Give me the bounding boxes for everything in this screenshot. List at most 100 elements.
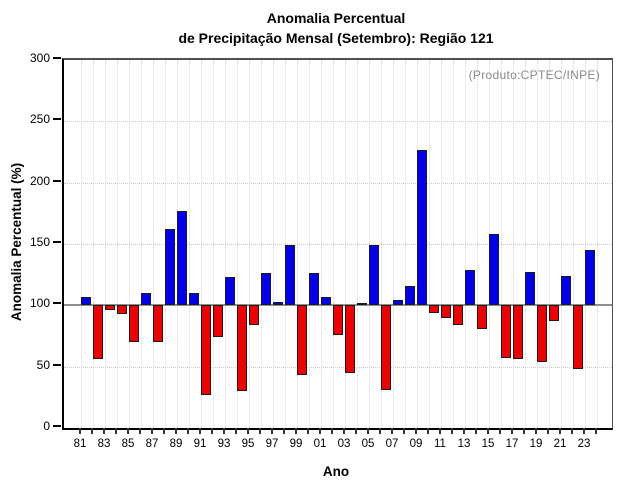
x-tick-label-1997: 97 <box>265 438 279 450</box>
y-tick-250 <box>53 118 61 121</box>
bar-1986 <box>141 293 151 306</box>
x-tick-label-1989: 89 <box>169 438 183 450</box>
bar-2001 <box>321 296 331 306</box>
x-tick-label-1981: 81 <box>73 438 87 450</box>
bar-1989 <box>177 210 187 306</box>
x-tick-1991 <box>199 428 201 434</box>
x-tick-1987 <box>151 428 153 434</box>
x-tick-1983 <box>103 428 105 434</box>
x-tick-2015 <box>487 428 489 434</box>
bar-1990 <box>189 293 199 306</box>
x-tick-1992 <box>211 428 213 434</box>
bar-2021 <box>561 275 571 306</box>
chart-subtitle: de Precipitação Mensal (Setembro): Regiã… <box>178 30 494 46</box>
bar-2007 <box>393 300 403 306</box>
x-tick-2006 <box>379 428 381 434</box>
y-tick-label-300: 300 <box>29 51 50 65</box>
x-tick-2019 <box>535 428 537 434</box>
bar-2020 <box>549 305 559 322</box>
x-tick-2017 <box>511 428 513 434</box>
y-tick-label-150: 150 <box>29 235 50 249</box>
bar-2014 <box>477 305 487 329</box>
x-tick-label-2009: 09 <box>409 438 423 450</box>
y-tick-150 <box>53 241 61 243</box>
source-annotation: (Produto:CPTEC/INPE) <box>468 68 600 82</box>
bar-2022 <box>573 305 583 370</box>
x-tick-1984 <box>115 428 117 434</box>
chart-title: Anomalia Percentual <box>266 10 406 26</box>
gridline-y-150 <box>64 244 612 245</box>
x-tick-label-1985: 85 <box>121 438 135 450</box>
x-tick-1981 <box>79 428 81 434</box>
bar-1995 <box>249 305 259 325</box>
x-tick-label-2007: 07 <box>385 438 399 450</box>
x-tick-1990 <box>187 428 189 434</box>
y-tick-300 <box>53 57 61 59</box>
x-tick-1997 <box>271 428 273 434</box>
x-tick-2000 <box>307 428 309 434</box>
x-tick-2009 <box>415 428 417 434</box>
bar-2016 <box>501 305 511 359</box>
x-tick-1999 <box>295 428 297 434</box>
x-tick-1994 <box>235 428 237 434</box>
bar-1982 <box>93 305 103 360</box>
x-tick-1995 <box>247 428 249 434</box>
x-tick-2010 <box>427 428 429 434</box>
bar-2015 <box>489 234 499 306</box>
bar-2002 <box>333 305 343 335</box>
y-tick-label-250: 250 <box>29 112 50 127</box>
bar-2018 <box>525 272 535 306</box>
x-axis-title: Ano <box>322 464 350 479</box>
bar-2005 <box>369 245 379 306</box>
x-tick-label-1995: 95 <box>241 438 255 450</box>
x-tick-label-1983: 83 <box>97 438 111 450</box>
bar-1983 <box>105 305 115 311</box>
bar-2017 <box>513 305 523 360</box>
x-tick-label-2023: 23 <box>577 438 591 450</box>
bar-1996 <box>261 273 271 306</box>
y-tick-label-50: 50 <box>36 357 50 372</box>
x-tick-2003 <box>343 428 345 434</box>
x-tick-2008 <box>403 428 405 434</box>
x-tick-2022 <box>571 428 573 434</box>
bar-2006 <box>381 305 391 390</box>
x-tick-1996 <box>259 428 261 434</box>
plot-area <box>62 58 613 430</box>
chart-title-block: Anomalia Percentual de Precipitação Mens… <box>62 8 610 48</box>
x-tick-2013 <box>463 428 465 434</box>
y-tick-label-0: 0 <box>43 419 50 433</box>
bar-1999 <box>297 305 307 376</box>
gridline-y-50 <box>64 366 612 368</box>
bar-2004 <box>357 302 367 306</box>
x-tick-2011 <box>439 428 441 434</box>
x-tick-2020 <box>547 428 549 434</box>
x-tick-label-2013: 13 <box>457 438 471 450</box>
y-tick-50 <box>53 363 61 366</box>
x-tick-1989 <box>175 428 177 434</box>
x-tick-1982 <box>91 428 93 434</box>
x-tick-2016 <box>499 428 501 434</box>
bar-1988 <box>165 229 175 306</box>
x-tick-2001 <box>319 428 321 434</box>
bar-2019 <box>537 305 547 362</box>
bar-1992 <box>213 305 223 338</box>
x-tick-label-2001: 01 <box>313 438 327 450</box>
gridline-y-200 <box>64 182 612 184</box>
x-tick-2005 <box>367 428 369 434</box>
x-tick-label-2003: 03 <box>337 438 351 450</box>
x-tick-label-1999: 99 <box>289 438 303 450</box>
x-tick-2007 <box>391 428 393 434</box>
x-tick-1985 <box>127 428 129 434</box>
bar-2011 <box>441 305 451 318</box>
bar-2008 <box>405 285 415 306</box>
x-tick-label-2015: 15 <box>481 438 495 450</box>
bar-1993 <box>225 277 235 306</box>
y-tick-label-100: 100 <box>29 296 50 311</box>
x-tick-2018 <box>523 428 525 434</box>
x-tick-label-2011: 11 <box>434 438 446 450</box>
bar-1984 <box>117 305 127 314</box>
x-tick-2002 <box>331 428 333 434</box>
bar-2023 <box>585 250 595 306</box>
x-tick-label-2021: 21 <box>553 438 567 450</box>
